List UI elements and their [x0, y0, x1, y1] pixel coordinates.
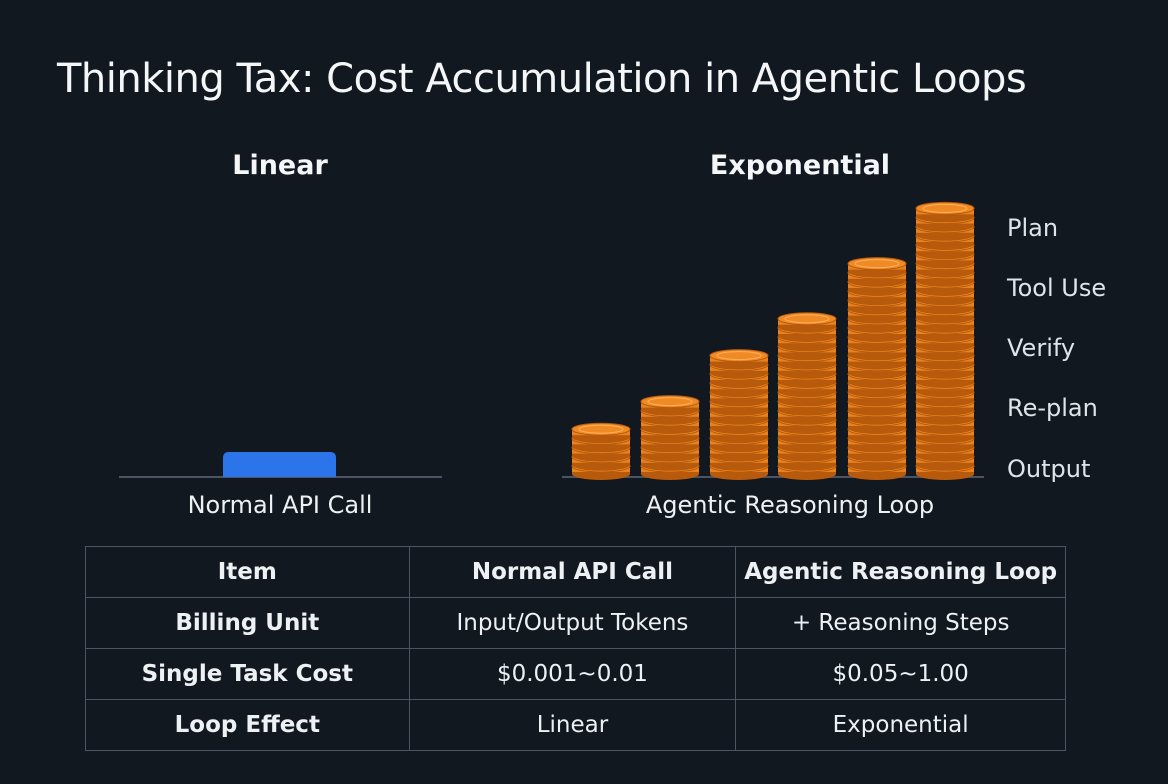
table-header-cell: Item [85, 546, 410, 598]
table-cell: + Reasoning Steps [735, 597, 1066, 649]
table-cell: Input/Output Tokens [408, 597, 737, 649]
table-cell: $0.05~1.00 [735, 648, 1066, 700]
coin-stack [571, 422, 631, 480]
coin-stack [847, 257, 907, 480]
table-cell: Exponential [735, 699, 1066, 751]
table-row: Loop Effect Linear Exponential [85, 699, 1066, 751]
comparison-table: Item Normal API Call Agentic Reasoning L… [85, 546, 1066, 751]
table-cell: $0.001~0.01 [408, 648, 737, 700]
coin-stack [915, 201, 975, 480]
linear-heading: Linear [232, 150, 328, 181]
page-title: Thinking Tax: Cost Accumulation in Agent… [57, 56, 1027, 102]
coin-stack [640, 395, 700, 480]
stage-label-replan: Re-plan [1007, 394, 1098, 422]
normal-api-cost-bar [223, 452, 336, 477]
stage-label-verify: Verify [1007, 334, 1076, 362]
table-cell: Linear [408, 699, 737, 751]
table-row-label: Single Task Cost [85, 648, 410, 700]
stage-label-tool-use: Tool Use [1007, 274, 1107, 302]
exponential-baseline [562, 476, 984, 478]
table-header-cell: Agentic Reasoning Loop [735, 546, 1066, 598]
table-row: Billing Unit Input/Output Tokens + Reaso… [85, 597, 1066, 649]
stage-label-plan: Plan [1007, 214, 1059, 242]
coin-stack [709, 349, 769, 480]
exponential-heading: Exponential [709, 150, 891, 181]
linear-caption: Normal API Call [187, 491, 373, 519]
exponential-caption: Agentic Reasoning Loop [645, 491, 935, 519]
table-row-label: Loop Effect [85, 699, 410, 751]
table-row-label: Billing Unit [85, 597, 410, 649]
stage-label-output: Output [1007, 455, 1091, 483]
linear-baseline [119, 476, 442, 478]
table-header-row: Item Normal API Call Agentic Reasoning L… [85, 546, 1066, 598]
coin-stack [777, 312, 837, 480]
table-header-cell: Normal API Call [408, 546, 737, 598]
table-row: Single Task Cost $0.001~0.01 $0.05~1.00 [85, 648, 1066, 700]
